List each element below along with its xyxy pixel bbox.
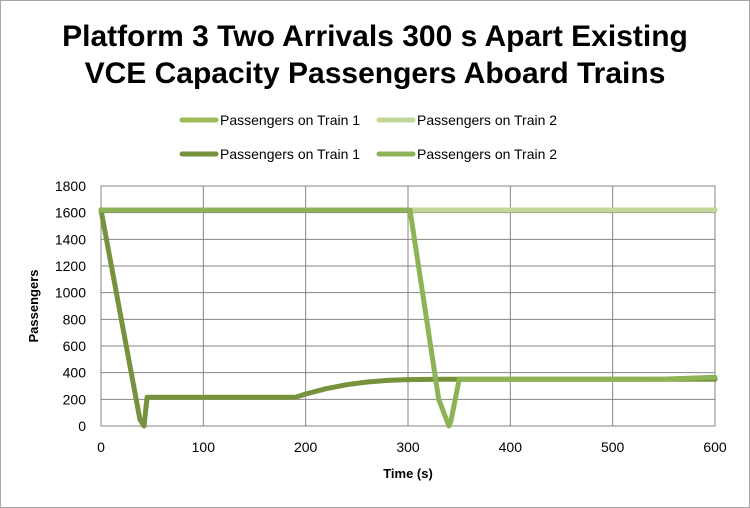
legend-label-2: Passengers on Train 2 [417,112,557,128]
y-tick-label: 400 [63,365,87,381]
x-tick-label: 300 [396,439,420,455]
x-tick-label: 400 [499,439,523,455]
x-tick-label: 100 [192,439,216,455]
plot-border [100,185,716,427]
x-tick-label: 200 [294,439,318,455]
chart-title-line-1: Platform 3 Two Arrivals 300 s Apart Exis… [62,20,688,53]
chart-title: Platform 3 Two Arrivals 300 s Apart Exis… [0,18,750,92]
legend-label-4: Passengers on Train 2 [417,146,557,162]
x-tick-label: 600 [703,439,727,455]
legend-label-3: Passengers on Train 1 [220,146,360,162]
y-tick-label: 1800 [55,178,86,194]
chart-title-line-2: VCE Capacity Passengers Aboard Trains [84,57,666,90]
x-tick-label: 0 [97,439,105,455]
y-tick-label: 600 [63,338,87,354]
series-line-4 [98,207,718,429]
x-axis-title: Time (s) [383,466,433,481]
y-tick-label: 800 [63,311,87,327]
y-axis-title: Passengers [26,270,41,343]
series-line-3 [98,207,718,429]
y-tick-label: 1000 [55,285,86,301]
x-tick-label: 500 [601,439,625,455]
y-tick-label: 1400 [55,231,86,247]
y-tick-label: 0 [78,418,86,434]
y-tick-label: 1200 [55,258,86,274]
y-tick-label: 200 [63,391,87,407]
y-tick-label: 1600 [55,205,86,221]
legend-label-1: Passengers on Train 1 [220,112,360,128]
